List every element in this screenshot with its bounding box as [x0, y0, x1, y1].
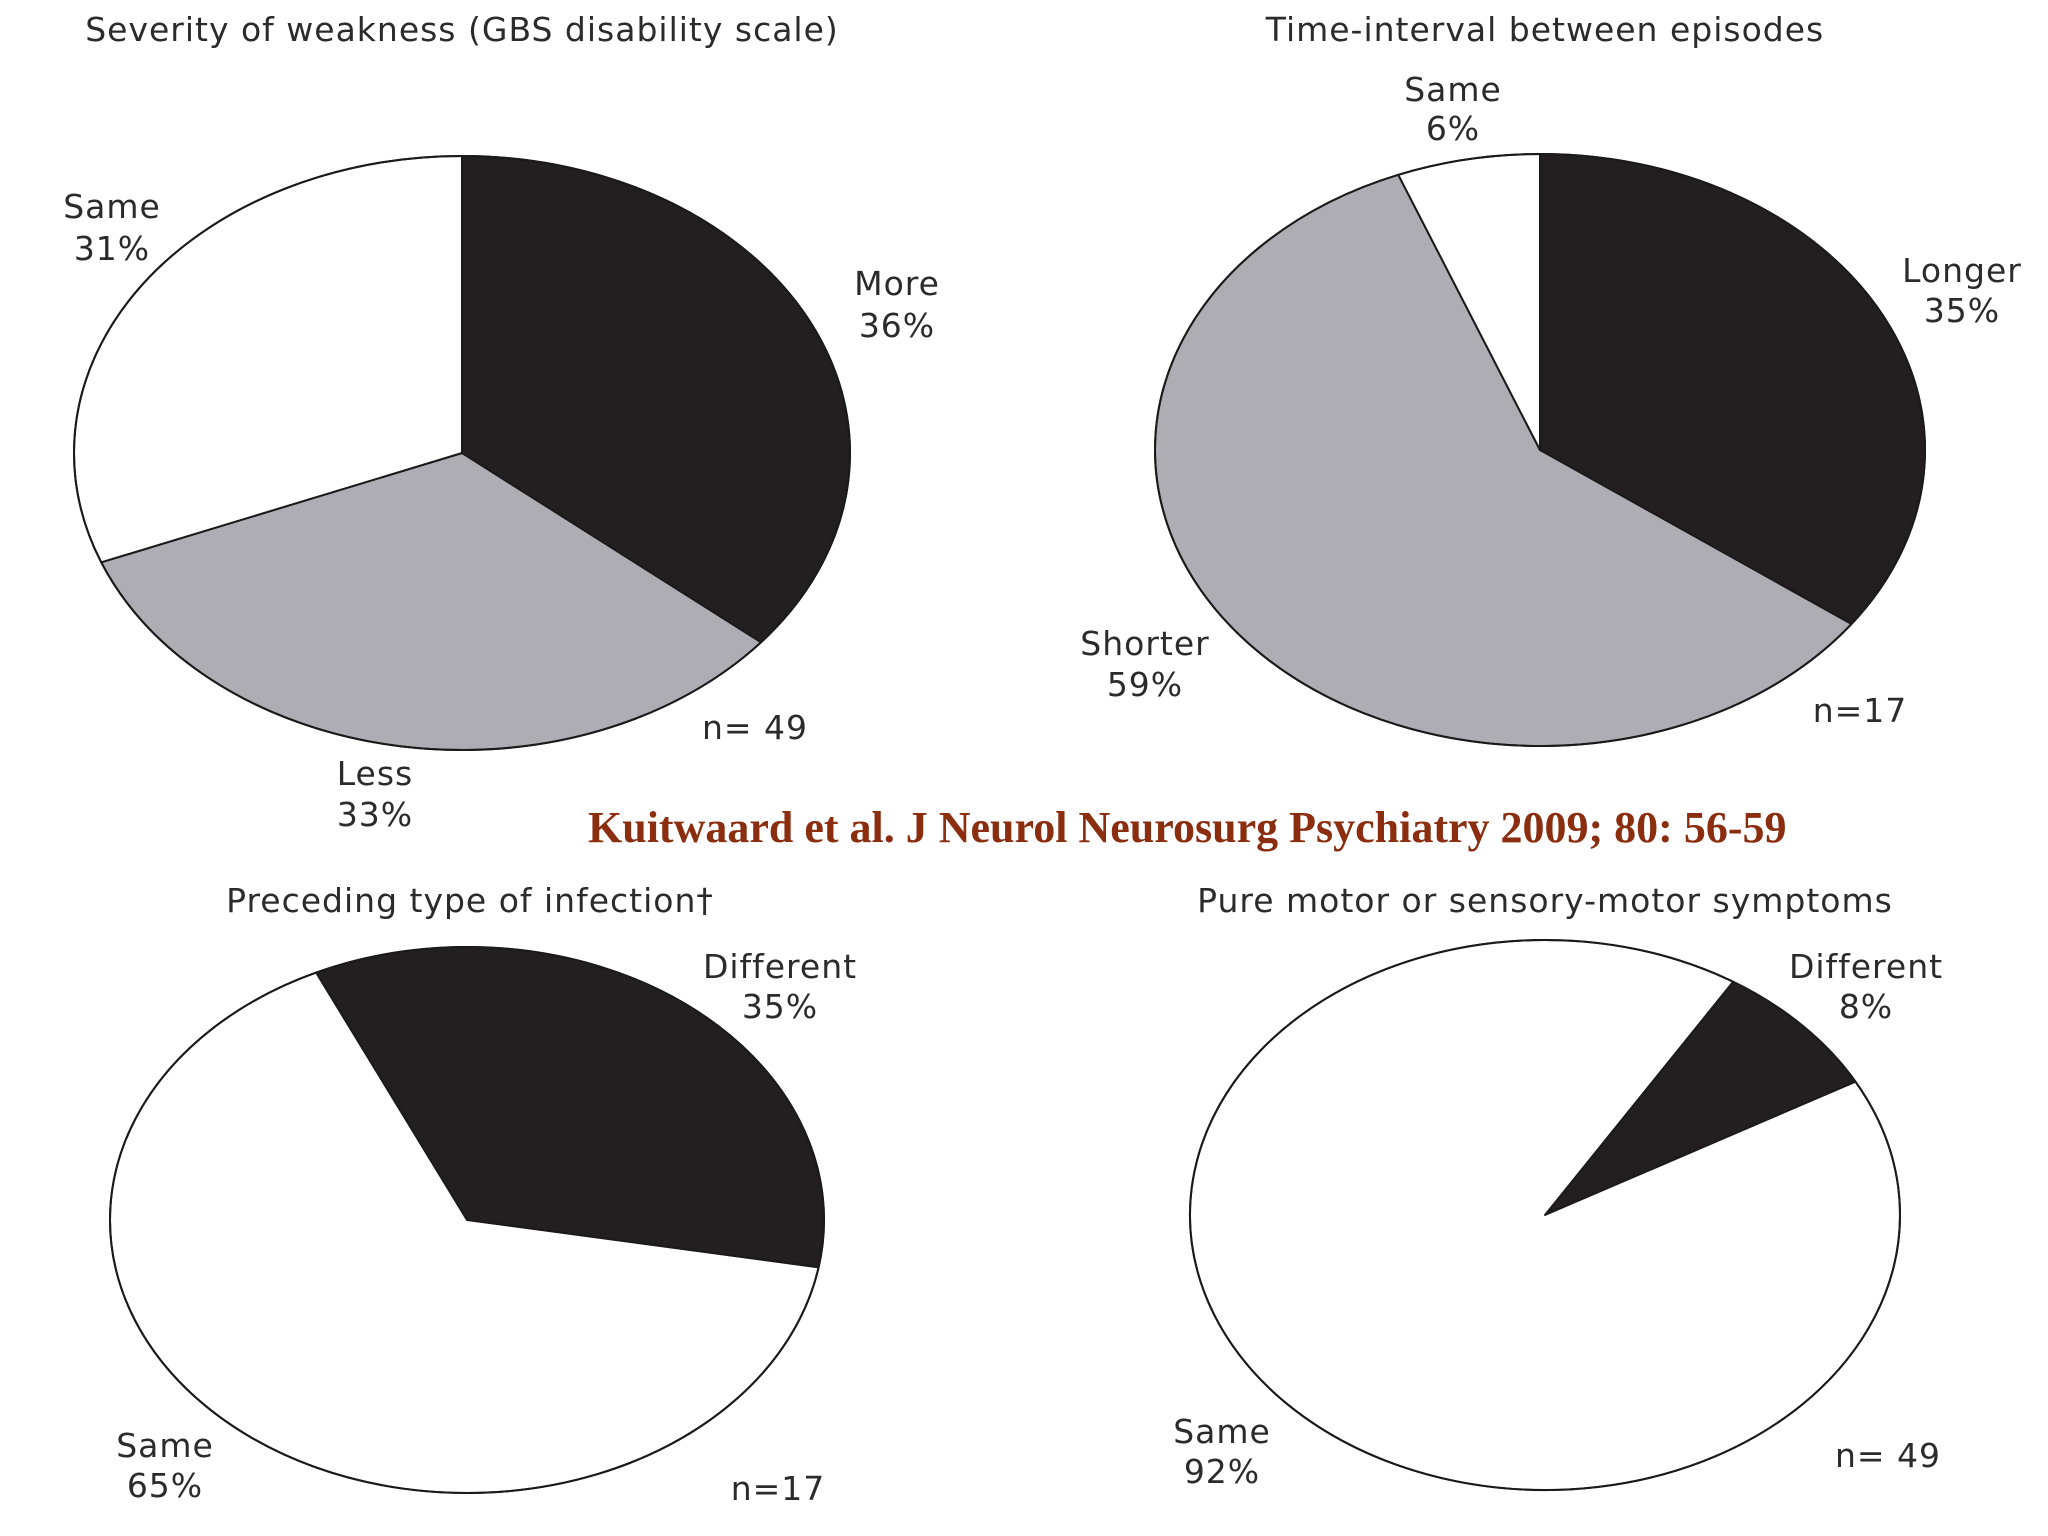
chart-title: Preceding type of infection† — [226, 881, 714, 920]
chart-title: Pure motor or sensory-motor symptoms — [1197, 881, 1893, 920]
chart-title: Severity of weakness (GBS disability sca… — [85, 10, 839, 49]
slice-percent-different: 8% — [1839, 987, 1893, 1026]
slice-label-different: Different — [1789, 947, 1943, 986]
slice-label-less: Less — [337, 754, 414, 793]
slice-label-shorter: Shorter — [1080, 624, 1209, 663]
slice-percent-less: 33% — [337, 795, 413, 834]
pie-chart-3: Preceding type of infection† Different35%… — [109, 881, 857, 1508]
slice-label-same: Same — [63, 187, 161, 226]
sample-size-label: n=17 — [731, 1469, 826, 1508]
pie-outline — [73, 155, 851, 751]
slice-label-different: Different — [703, 947, 857, 986]
slice-percent-same: 31% — [74, 229, 150, 268]
pie-outline — [1154, 153, 1926, 747]
sample-size-label: n= 49 — [702, 708, 808, 747]
slice-percent-longer: 35% — [1924, 291, 2000, 330]
pie-outline — [109, 946, 825, 1494]
slice-label-longer: Longer — [1902, 251, 2022, 290]
sample-size-label: n=17 — [1813, 691, 1908, 730]
slice-percent-same: 92% — [1184, 1452, 1260, 1491]
pie-chart-4: Pure motor or sensory-motor symptoms Diff… — [1173, 881, 1943, 1491]
sample-size-label: n= 49 — [1835, 1436, 1941, 1475]
pie-chart-1: Severity of weakness (GBS disability sca… — [63, 10, 940, 834]
slice-percent-same: 6% — [1426, 109, 1480, 148]
slice-label-same: Same — [1173, 1412, 1271, 1451]
slice-percent-same: 65% — [127, 1466, 203, 1505]
slice-label-more: More — [854, 264, 940, 303]
slice-label-same: Same — [1404, 70, 1502, 109]
slice-percent-more: 36% — [859, 306, 935, 345]
slice-percent-shorter: 59% — [1107, 665, 1183, 704]
slice-percent-different: 35% — [742, 987, 818, 1026]
pie-outline — [1189, 939, 1901, 1491]
slice-label-same: Same — [116, 1426, 214, 1465]
citation-text: Kuitwaard et al. J Neurol Neurosurg Psyc… — [588, 803, 1787, 852]
chart-title: Time-interval between episodes — [1265, 10, 1824, 49]
